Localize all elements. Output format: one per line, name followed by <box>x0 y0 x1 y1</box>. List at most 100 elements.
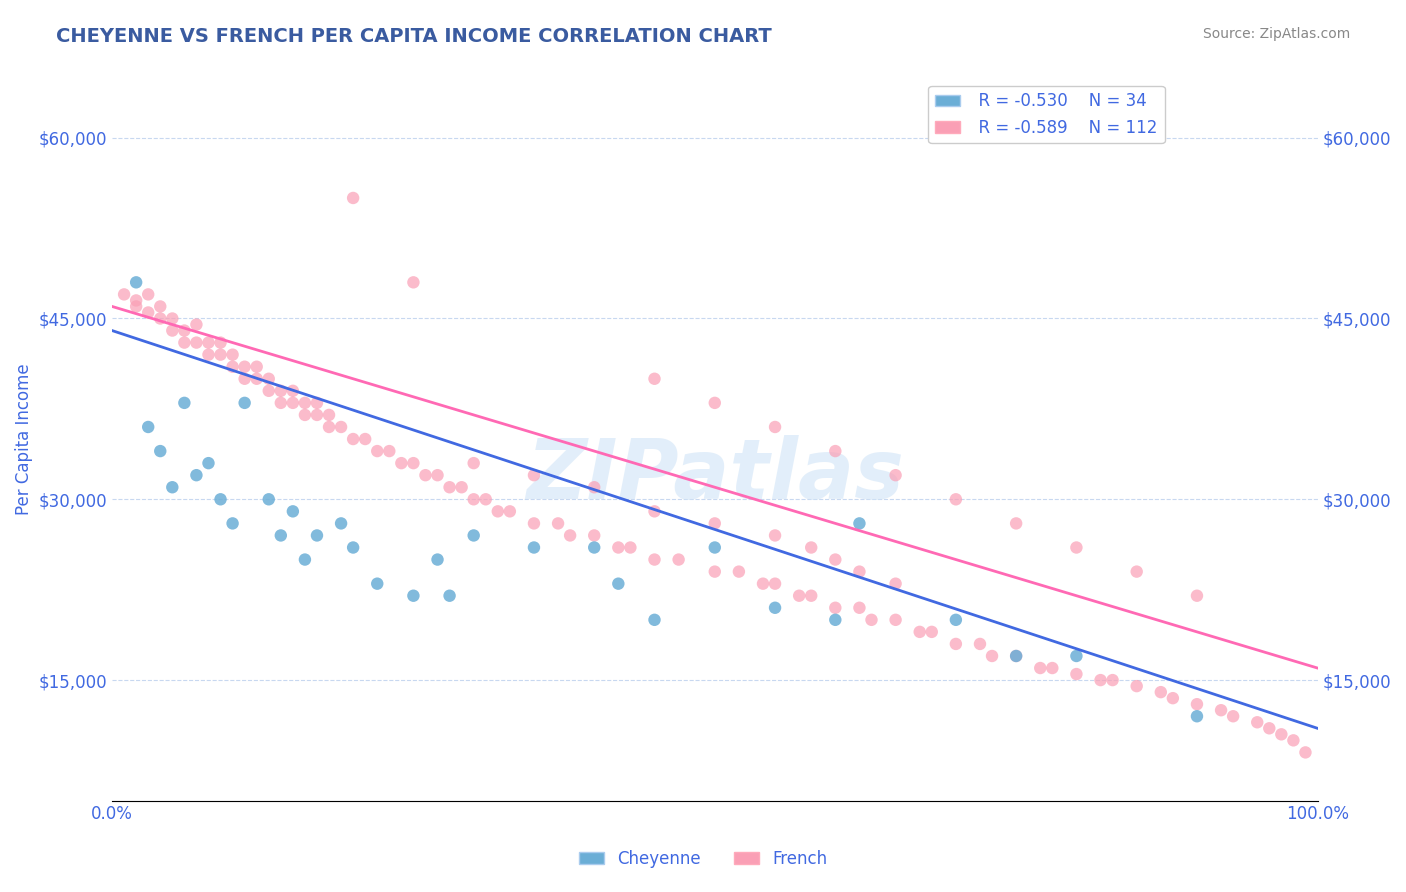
Point <box>125 300 148 314</box>
Point <box>318 408 340 422</box>
Point <box>668 552 690 566</box>
Point <box>945 492 967 507</box>
Point <box>233 359 256 374</box>
Point <box>644 372 666 386</box>
Point <box>1185 589 1208 603</box>
Point <box>981 648 1004 663</box>
Point <box>342 432 364 446</box>
Point <box>330 420 353 434</box>
Point <box>644 552 666 566</box>
Point <box>305 396 328 410</box>
Point <box>1185 697 1208 711</box>
Point <box>1222 709 1244 723</box>
Point <box>703 565 725 579</box>
Point <box>294 552 316 566</box>
Point <box>149 300 172 314</box>
Point <box>186 335 208 350</box>
Point <box>644 613 666 627</box>
Point <box>763 600 786 615</box>
Point <box>112 287 135 301</box>
Point <box>800 589 823 603</box>
Point <box>1066 667 1088 681</box>
Point <box>173 396 195 410</box>
Point <box>439 480 461 494</box>
Point <box>583 541 606 555</box>
Point <box>1101 673 1123 687</box>
Point <box>824 613 846 627</box>
Point <box>221 348 243 362</box>
Point <box>1246 715 1268 730</box>
Point <box>860 613 883 627</box>
Point <box>149 444 172 458</box>
Point <box>209 348 232 362</box>
Point <box>1066 541 1088 555</box>
Point <box>800 541 823 555</box>
Point <box>848 565 870 579</box>
Point <box>499 504 522 518</box>
Point <box>246 372 269 386</box>
Point <box>1258 721 1281 735</box>
Point <box>281 504 304 518</box>
Point <box>342 191 364 205</box>
Point <box>463 456 485 470</box>
Point <box>474 492 496 507</box>
Point <box>125 276 148 290</box>
Point <box>402 276 425 290</box>
Point <box>1005 516 1028 531</box>
Point <box>294 396 316 410</box>
Point <box>1066 648 1088 663</box>
Point <box>125 293 148 308</box>
Point <box>257 372 280 386</box>
Point <box>318 420 340 434</box>
Point <box>583 480 606 494</box>
Point <box>162 480 184 494</box>
Point <box>270 528 292 542</box>
Point <box>136 420 159 434</box>
Point <box>197 335 219 350</box>
Point <box>305 528 328 542</box>
Point <box>884 613 907 627</box>
Point <box>221 359 243 374</box>
Point <box>523 468 546 483</box>
Point <box>558 528 581 542</box>
Point <box>173 335 195 350</box>
Point <box>1185 709 1208 723</box>
Point <box>523 541 546 555</box>
Point <box>402 456 425 470</box>
Point <box>1282 733 1305 747</box>
Point <box>415 468 437 483</box>
Point <box>486 504 509 518</box>
Point <box>1125 679 1147 693</box>
Point <box>921 624 943 639</box>
Point <box>1294 746 1316 760</box>
Point <box>136 305 159 319</box>
Point <box>426 552 449 566</box>
Point <box>294 408 316 422</box>
Point <box>305 408 328 422</box>
Point <box>763 576 786 591</box>
Point <box>378 444 401 458</box>
Point <box>848 516 870 531</box>
Point <box>884 576 907 591</box>
Y-axis label: Per Capita Income: Per Capita Income <box>15 363 32 515</box>
Point <box>233 396 256 410</box>
Point <box>233 372 256 386</box>
Point <box>186 468 208 483</box>
Point <box>884 468 907 483</box>
Point <box>1150 685 1173 699</box>
Point <box>221 516 243 531</box>
Point <box>186 318 208 332</box>
Point <box>197 456 219 470</box>
Text: Source: ZipAtlas.com: Source: ZipAtlas.com <box>1202 27 1350 41</box>
Point <box>969 637 991 651</box>
Point <box>270 396 292 410</box>
Point <box>945 637 967 651</box>
Point <box>450 480 472 494</box>
Point <box>246 359 269 374</box>
Point <box>908 624 931 639</box>
Point <box>1125 565 1147 579</box>
Point <box>703 541 725 555</box>
Point <box>763 528 786 542</box>
Point <box>149 311 172 326</box>
Point <box>644 504 666 518</box>
